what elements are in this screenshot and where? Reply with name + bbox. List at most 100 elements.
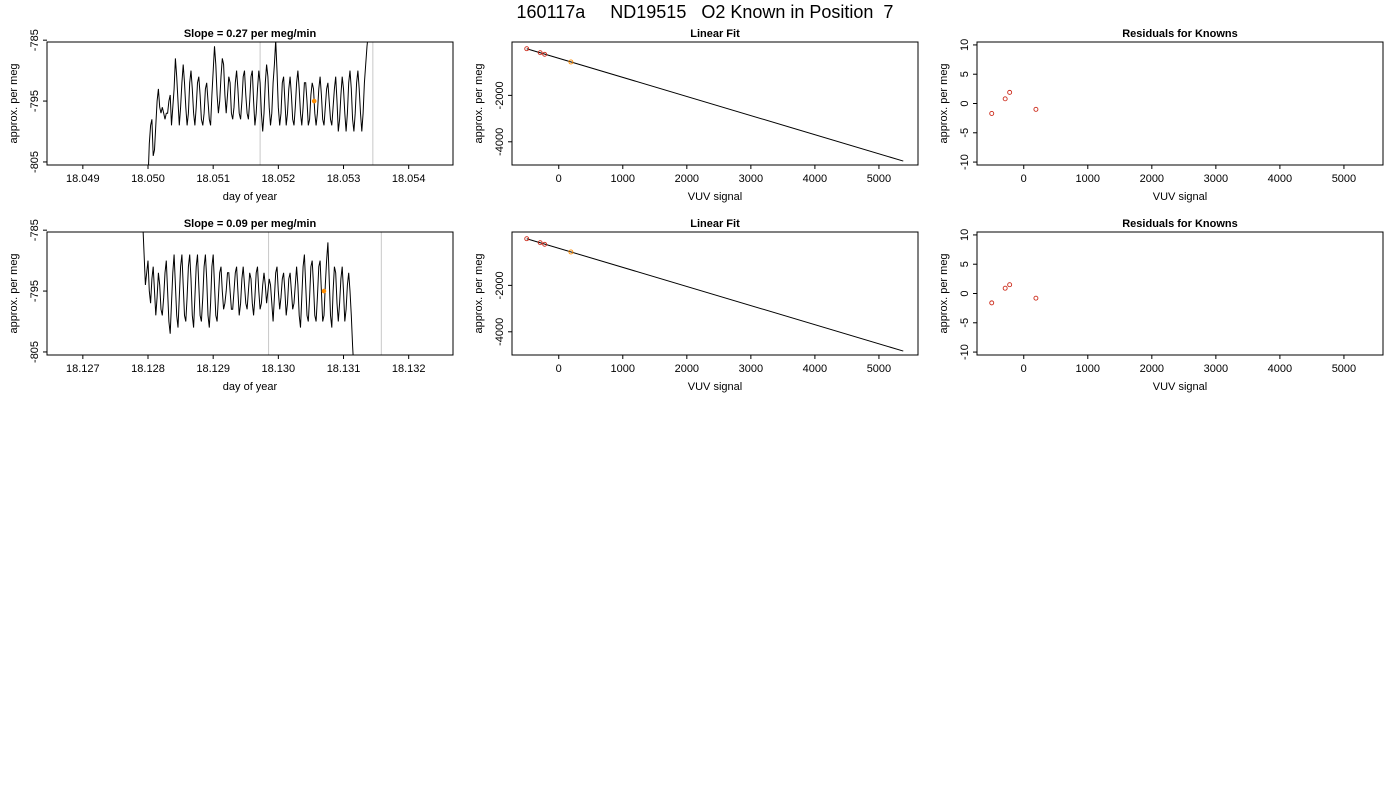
plot-frame: [976, 231, 1384, 356]
page-title: 160117a ND19515 O2 Known in Position 7: [516, 2, 894, 22]
x-tick-label: 5000: [867, 363, 891, 375]
y-tick-label: -5: [959, 318, 971, 328]
x-tick-label: 5000: [1332, 363, 1356, 375]
y-tick-label: -805: [29, 341, 41, 363]
x-tick-label: 18.049: [66, 173, 100, 185]
data-point: [537, 50, 543, 56]
data-point: [542, 51, 548, 57]
x-tick-label: 2000: [1140, 173, 1164, 185]
chart-panel-row1-linear-fit: Linear Fit 0 1000 2000 3000 4000 5000 -4000 -200…: [465, 22, 930, 212]
y-tick-label: -805: [29, 151, 41, 173]
x-tick-label: 5000: [1332, 173, 1356, 185]
plot-frame: [511, 231, 919, 356]
x-tick-label: 18.130: [262, 363, 296, 375]
y-tick-label: 5: [959, 71, 971, 77]
data-point: [1033, 295, 1039, 301]
x-tick-label: 0: [556, 363, 562, 375]
y-axis-label: approx. per meg: [8, 63, 20, 143]
y-tick-label: -10: [959, 154, 971, 170]
x-tick-label: 2000: [675, 363, 699, 375]
data-point: [524, 236, 530, 242]
x-tick-label: 0: [1021, 173, 1027, 185]
x-tick-label: 1000: [611, 173, 635, 185]
plot-area: [524, 236, 904, 352]
timeseries-chart-2: Slope = 0.09 per meg/min 18.127 18.128 18.1…: [8, 218, 454, 393]
plot-frame: [976, 41, 1384, 166]
chart-panel-row2-residuals: Residuals for Knowns 0 1000 2000 3000 4000 500…: [930, 212, 1395, 402]
x-axis-label: day of year: [223, 381, 278, 393]
chart-title: Slope = 0.09 per meg/min: [184, 218, 317, 230]
plot-area: [989, 282, 1039, 306]
data-point: [989, 300, 995, 306]
x-tick-label: 0: [556, 173, 562, 185]
data-point: [989, 111, 995, 116]
x-tick-label: 0: [1021, 363, 1027, 375]
x-axis-label: day of year: [223, 191, 278, 203]
linear-fit-chart-2: Linear Fit 0 1000 2000 3000 4000 5000 -4000 -200…: [473, 218, 919, 393]
series-line: [142, 232, 354, 355]
timeseries-chart-1: Slope = 0.27 per meg/min 18.049 18.050 18.0…: [8, 28, 454, 203]
y-tick-label: -4000: [494, 128, 506, 156]
x-tick-label: 3000: [739, 173, 763, 185]
x-tick-label: 3000: [1204, 363, 1228, 375]
x-axis-label: VUV signal: [688, 381, 742, 393]
y-tick-label: 0: [959, 290, 971, 296]
plot-area: [524, 46, 904, 162]
chart-title: Residuals for Knowns: [1122, 28, 1238, 40]
y-tick-label: -795: [29, 280, 41, 302]
data-point: [1033, 106, 1039, 112]
x-tick-label: 1000: [1076, 173, 1100, 185]
y-axis-label: approx. per meg: [473, 63, 485, 143]
x-tick-label: 18.050: [131, 173, 165, 185]
x-axis-label: VUV signal: [688, 191, 742, 203]
x-tick-label: 1000: [1076, 363, 1100, 375]
data-point: [524, 46, 530, 52]
x-tick-label: 18.129: [196, 363, 230, 375]
series-line: [148, 42, 368, 165]
y-tick-label: -10: [959, 344, 971, 360]
x-tick-label: 4000: [1268, 363, 1292, 375]
chart-panel-row2-linear-fit: Linear Fit 0 1000 2000 3000 4000 5000 -4000 -200…: [465, 212, 930, 402]
x-axis-label: VUV signal: [1153, 381, 1207, 393]
y-tick-label: -785: [29, 219, 41, 241]
y-axis-label: approx. per meg: [8, 253, 20, 333]
data-point: [1007, 89, 1013, 95]
y-axis-label: approx. per meg: [473, 253, 485, 333]
y-axis-label: approx. per meg: [938, 253, 950, 333]
x-tick-label: 18.052: [262, 173, 296, 185]
plot-area: [989, 89, 1039, 116]
plot-area: [142, 232, 382, 355]
data-point: [542, 241, 548, 247]
y-tick-label: 5: [959, 261, 971, 267]
x-tick-label: 18.131: [327, 363, 361, 375]
y-tick-label: -2000: [494, 81, 506, 109]
x-tick-label: 3000: [739, 363, 763, 375]
chart-panel-row1-timeseries: Slope = 0.27 per meg/min 18.049 18.050 18.0…: [0, 22, 465, 212]
linear-fit-chart-1: Linear Fit 0 1000 2000 3000 4000 5000 -4000 -200…: [473, 28, 919, 203]
data-marker: [321, 288, 327, 294]
data-point: [568, 249, 574, 255]
y-tick-label: -2000: [494, 271, 506, 299]
data-point: [1002, 285, 1008, 291]
residuals-chart-1: Residuals for Knowns 0 1000 2000 3000 4000 500…: [938, 28, 1384, 203]
plot-frame: [511, 41, 919, 166]
chart-panel-row1-residuals: Residuals for Knowns 0 1000 2000 3000 4000 500…: [930, 22, 1395, 212]
y-tick-label: 10: [959, 229, 971, 241]
x-tick-label: 4000: [1268, 173, 1292, 185]
chart-panel-row2-timeseries: Slope = 0.09 per meg/min 18.127 18.128 18.1…: [0, 212, 465, 402]
fit-line: [526, 48, 904, 162]
x-tick-label: 18.053: [327, 173, 361, 185]
y-tick-label: 0: [959, 100, 971, 106]
x-tick-label: 4000: [803, 363, 827, 375]
data-point: [568, 59, 574, 65]
plot-area: [148, 42, 374, 165]
y-tick-label: 10: [959, 39, 971, 51]
chart-title: Linear Fit: [690, 218, 740, 230]
plot-frame: [46, 41, 454, 166]
x-tick-label: 3000: [1204, 173, 1228, 185]
plot-frame: [46, 231, 454, 356]
y-tick-label: -5: [959, 128, 971, 138]
x-tick-label: 5000: [867, 173, 891, 185]
x-tick-label: 18.127: [66, 363, 100, 375]
x-tick-label: 4000: [803, 173, 827, 185]
